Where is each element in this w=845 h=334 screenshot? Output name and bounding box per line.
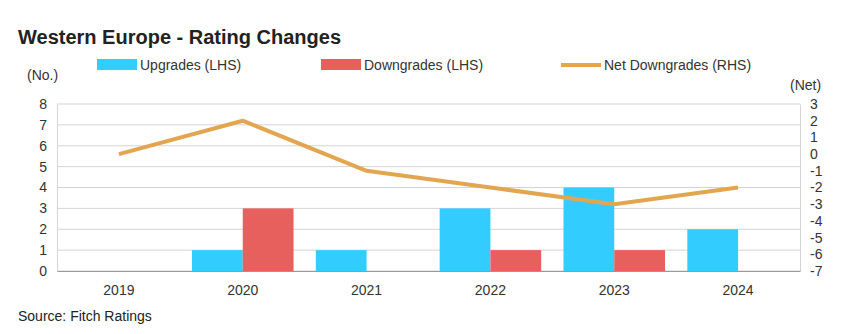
- tick-label: 8: [39, 96, 47, 112]
- tick: 7: [39, 117, 57, 133]
- tick: -6: [800, 246, 823, 262]
- bar: [440, 208, 491, 271]
- axis-line: [800, 105, 801, 272]
- tick-label: -6: [810, 246, 823, 262]
- tick: 6: [39, 138, 57, 154]
- grid-line: [57, 208, 800, 209]
- legend-label: Net Downgrades (RHS): [604, 57, 751, 73]
- legend-item: Net Downgrades (RHS): [561, 57, 751, 73]
- source: Source: Fitch Ratings: [18, 308, 152, 324]
- line: [119, 121, 738, 205]
- grid-line: [57, 166, 800, 167]
- tick-label: 2024: [723, 282, 754, 298]
- tick-label: 2022: [475, 282, 506, 298]
- grid-line: [57, 145, 800, 146]
- tick: -4: [800, 213, 823, 229]
- tick-label: 2019: [103, 282, 134, 298]
- legend-item: Upgrades (LHS): [97, 57, 241, 73]
- tick-label: 1: [810, 129, 818, 145]
- tick-label: 1: [39, 242, 47, 258]
- grid: [57, 104, 800, 271]
- tick: 5: [39, 159, 57, 175]
- tick-label: 4: [39, 179, 47, 195]
- tick-label: 3: [810, 96, 818, 112]
- legend-swatch: [561, 63, 601, 67]
- tick: 2020: [227, 271, 258, 298]
- tick-label: -1: [810, 163, 823, 179]
- y2-axis-title: (Net): [790, 77, 821, 93]
- tick-label: 2021: [351, 282, 382, 298]
- tick-label: 0: [39, 263, 47, 279]
- tick: -2: [800, 179, 823, 195]
- grid-line: [57, 124, 800, 125]
- legend-label: Upgrades (LHS): [140, 57, 241, 73]
- grid-line: [57, 187, 800, 188]
- bar: [490, 250, 541, 271]
- tick: 2019: [103, 271, 134, 298]
- bar: [316, 250, 367, 271]
- bar: [367, 271, 418, 272]
- legend-swatch: [97, 59, 137, 70]
- bar: [687, 229, 738, 271]
- tick-label: 3: [39, 200, 47, 216]
- tick-label: 5: [39, 159, 47, 175]
- bar: [614, 250, 665, 271]
- tick: 8: [39, 96, 57, 112]
- tick-label: 0: [810, 146, 818, 162]
- legend-label: Downgrades (LHS): [364, 57, 483, 73]
- bar: [119, 271, 170, 272]
- tick-label: -7: [810, 263, 823, 279]
- tick: 2023: [599, 271, 630, 298]
- plot-area: [119, 121, 738, 271]
- tick: -5: [800, 230, 823, 246]
- tick: -7: [800, 263, 823, 279]
- chart: Western Europe - Rating Changes012345678…: [0, 0, 845, 334]
- y-axis-title: (No.): [27, 67, 58, 83]
- tick: -1: [800, 163, 823, 179]
- tick: 3: [39, 200, 57, 216]
- tick-label: 6: [39, 138, 47, 154]
- tick-label: 2020: [227, 282, 258, 298]
- y-axis: 0 1 2 3 4 5 6 7 8: [39, 96, 57, 279]
- bar: [68, 271, 119, 272]
- tick-label: -2: [810, 179, 823, 195]
- legend-swatch: [321, 59, 361, 70]
- bar: [243, 208, 294, 271]
- bar: [192, 250, 243, 271]
- tick-label: -5: [810, 230, 823, 246]
- legend-item: Downgrades (LHS): [321, 57, 483, 73]
- tick-label: 7: [39, 117, 47, 133]
- legend: Upgrades (LHS) Downgrades (LHS) Net Downgr…: [97, 57, 751, 73]
- bar: [738, 271, 789, 272]
- tick: 2: [800, 113, 818, 129]
- tick-label: 2023: [599, 282, 630, 298]
- tick: 1: [800, 129, 818, 145]
- y2-axis: -7-6-5-4-3-2-10123: [800, 96, 823, 279]
- x-axis: 2019 2020 2021 2022 2023 2024: [58, 271, 801, 298]
- tick: 4: [39, 179, 57, 195]
- tick-label: 2: [810, 113, 818, 129]
- tick: -3: [800, 196, 823, 212]
- tick: 2024: [723, 271, 754, 298]
- tick: 2: [39, 221, 57, 237]
- tick: 1: [39, 242, 57, 258]
- tick: 0: [800, 146, 818, 162]
- title: Western Europe - Rating Changes: [18, 26, 341, 48]
- grid-line: [57, 104, 800, 105]
- tick-label: -4: [810, 213, 823, 229]
- tick-label: -3: [810, 196, 823, 212]
- axis-line: [57, 105, 58, 272]
- tick: 2021: [351, 271, 382, 298]
- tick: 0: [39, 263, 57, 279]
- tick: 2022: [475, 271, 506, 298]
- axis-line: [58, 271, 801, 272]
- tick-label: 2: [39, 221, 47, 237]
- tick: 3: [800, 96, 818, 112]
